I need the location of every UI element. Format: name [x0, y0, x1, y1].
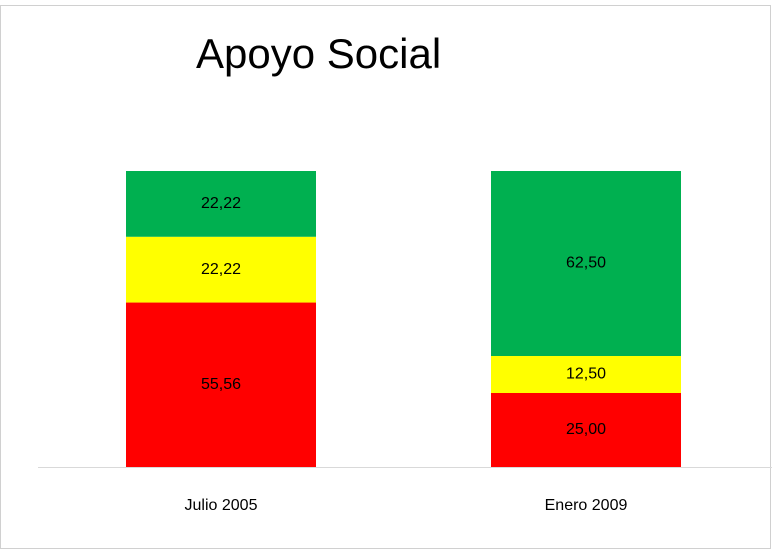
chart-title: Apoyo Social — [196, 30, 441, 77]
data-label: 12,50 — [566, 366, 606, 383]
data-label: 62,50 — [566, 255, 606, 272]
x-tick-label: Julio 2005 — [185, 497, 258, 514]
bar-segment — [491, 356, 681, 393]
data-label: 55,56 — [201, 376, 241, 393]
data-label: 25,00 — [566, 421, 606, 438]
bar-segment — [491, 393, 681, 467]
bar-segment — [126, 236, 316, 303]
data-label: 22,22 — [201, 195, 241, 212]
bar-segment — [491, 171, 681, 356]
x-tick-label: Enero 2009 — [545, 497, 628, 514]
bar-segment — [126, 171, 316, 237]
data-label: 22,22 — [201, 261, 241, 278]
bar-segment — [126, 302, 316, 467]
